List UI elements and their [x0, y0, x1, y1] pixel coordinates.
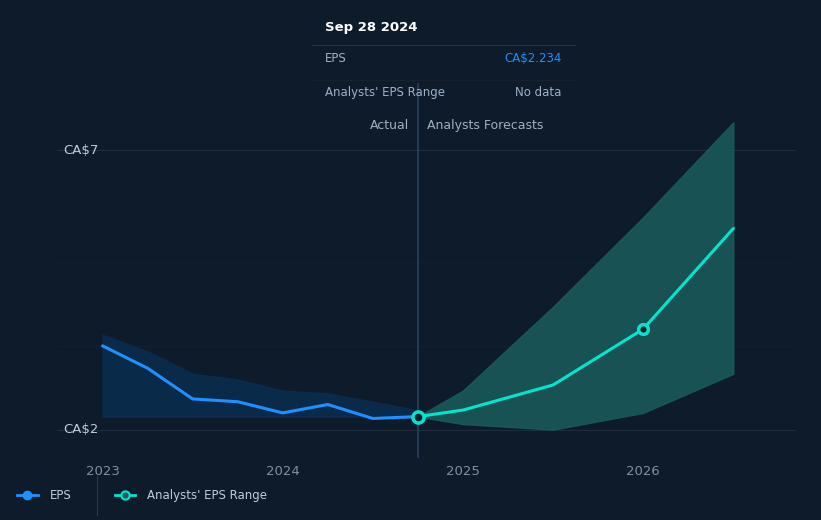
Text: EPS: EPS: [49, 489, 71, 502]
Text: Analysts Forecasts: Analysts Forecasts: [427, 119, 544, 132]
Text: CA$2.234: CA$2.234: [504, 52, 562, 65]
Text: 2023: 2023: [85, 465, 120, 478]
Text: No data: No data: [516, 86, 562, 99]
Text: CA$2: CA$2: [63, 423, 99, 436]
Text: 2024: 2024: [266, 465, 300, 478]
Text: Analysts' EPS Range: Analysts' EPS Range: [325, 86, 445, 99]
Text: CA$7: CA$7: [63, 144, 99, 157]
Text: 2025: 2025: [446, 465, 480, 478]
Text: EPS: EPS: [325, 52, 346, 65]
Text: Sep 28 2024: Sep 28 2024: [325, 21, 418, 34]
Text: 2026: 2026: [626, 465, 660, 478]
Text: Actual: Actual: [369, 119, 409, 132]
Text: Analysts' EPS Range: Analysts' EPS Range: [147, 489, 267, 502]
